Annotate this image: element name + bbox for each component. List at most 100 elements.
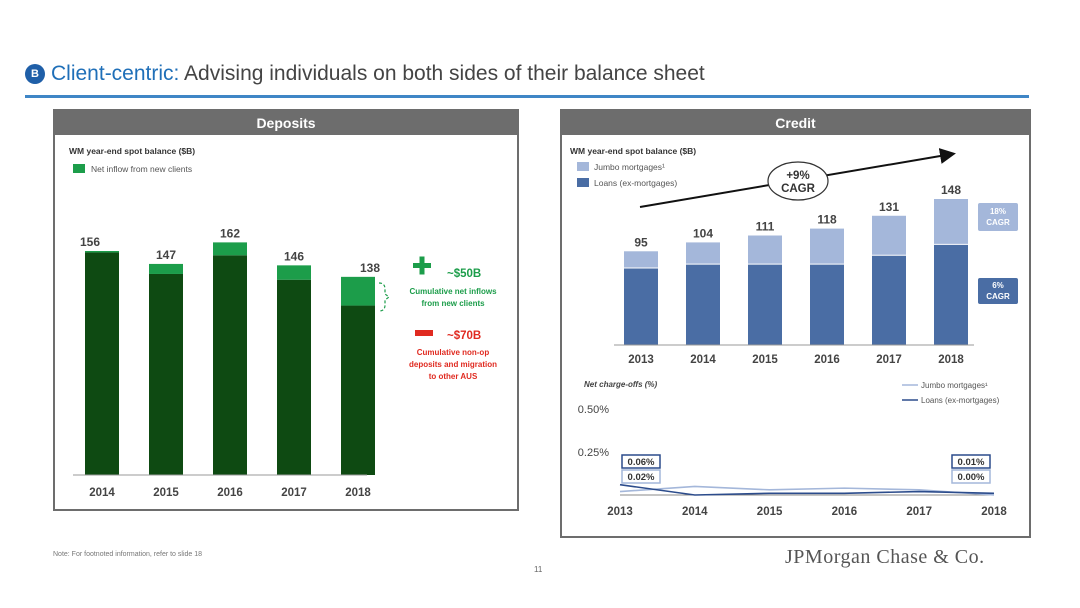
- credit-jumbo-bar-2017: [872, 215, 906, 256]
- deposits-legend-swatch: [73, 164, 85, 173]
- credit-jumbo-bar-2016: [810, 228, 844, 265]
- non-op-text-2: deposits and migration: [409, 360, 497, 369]
- deposit-inflow-bar-2015: [149, 263, 183, 274]
- deposit-x-label-2018: 2018: [345, 487, 371, 499]
- minus-icon: [415, 330, 433, 336]
- deposit-total-label-2018: 138: [360, 261, 380, 275]
- nco-start-jumbo-box: [621, 469, 661, 484]
- nco-x-label-2013: 2013: [607, 506, 633, 518]
- nco-end-jumbo: 0.00%: [958, 472, 985, 483]
- deposit-inflow-bar-2017: [277, 265, 311, 280]
- credit-loans-bar-2017: [872, 255, 906, 345]
- net-inflow-text-1: Cumulative net inflows: [409, 287, 497, 296]
- deposits-legend-label: Net inflow from new clients: [91, 164, 192, 174]
- nco-start-jumbo: 0.02%: [628, 472, 655, 483]
- credit-x-label-2015: 2015: [752, 354, 778, 366]
- non-op-text-3: to other AUS: [429, 372, 478, 381]
- jumbo-cagr-line2: CAGR: [986, 218, 1010, 227]
- plus-icon: [413, 256, 431, 275]
- deposit-base-bar-2014: [85, 252, 119, 475]
- nco-start-loans: 0.06%: [628, 457, 655, 468]
- loans-cagr-badge: [978, 278, 1018, 304]
- credit-total-label-2013: 95: [634, 235, 648, 249]
- deposit-total-label-2016: 162: [220, 226, 240, 240]
- cagr-main-line1: +9%: [786, 170, 809, 182]
- nco-start-loans-box: [621, 454, 661, 469]
- cagr-bubble: [767, 161, 829, 201]
- nco-ytick-025: 0.25%: [578, 447, 609, 459]
- deposit-base-bar-2016: [213, 255, 247, 475]
- nco-line-loans: [619, 483, 995, 496]
- loans-cagr-line1: 6%: [992, 281, 1004, 290]
- jumbo-cagr-line1: 18%: [990, 207, 1006, 216]
- credit-total-label-2016: 118: [817, 213, 837, 227]
- credit-x-label-2017: 2017: [876, 354, 902, 366]
- credit-jumbo-bar-2018: [934, 199, 968, 245]
- non-op-text-1: Cumulative non-op: [417, 348, 490, 357]
- deposits-chart: WM year-end spot balance ($B) Net inflow…: [69, 146, 497, 499]
- credit-x-label-2014: 2014: [690, 354, 716, 366]
- net-inflow-value: ~$50B: [447, 268, 481, 280]
- credit-jumbo-bar-2014: [686, 242, 720, 265]
- credit-chart: WM year-end spot balance ($B) Jumbo mort…: [570, 146, 1018, 518]
- deposit-x-label-2015: 2015: [153, 487, 179, 499]
- nco-x-label-2015: 2015: [757, 506, 783, 518]
- deposit-base-bar-2015: [149, 273, 183, 475]
- nco-x-label-2018: 2018: [981, 506, 1007, 518]
- credit-legend-loans-swatch: [577, 178, 589, 187]
- net-inflow-bracket: [378, 282, 390, 312]
- credit-total-label-2015: 111: [756, 220, 775, 234]
- nco-end-jumbo-box: [951, 469, 991, 484]
- footnote: Note: For footnoted information, refer t…: [53, 551, 203, 558]
- credit-loans-bar-2014: [686, 264, 720, 345]
- credit-loans-bar-2013: [624, 268, 658, 345]
- nco-x-label-2016: 2016: [832, 506, 858, 518]
- credit-total-label-2014: 104: [693, 226, 713, 240]
- deposit-inflow-bar-2016: [213, 242, 247, 256]
- title-divider: [25, 95, 1029, 98]
- nco-end-loans: 0.01%: [958, 457, 985, 468]
- deposit-x-label-2017: 2017: [281, 487, 307, 499]
- net-inflow-text-2: from new clients: [421, 299, 485, 308]
- nco-legend-jumbo: Jumbo mortgages¹: [921, 381, 988, 390]
- nco-x-label-2014: 2014: [682, 506, 708, 518]
- credit-panel-title: Credit: [562, 111, 1029, 135]
- cagr-main-line2: CAGR: [781, 183, 816, 195]
- credit-total-label-2018: 148: [941, 183, 961, 197]
- deposit-total-label-2014: 156: [80, 235, 100, 249]
- credit-total-label-2017: 131: [879, 200, 899, 214]
- credit-loans-bar-2016: [810, 264, 844, 345]
- nco-legend-loans: Loans (ex-mortgages): [921, 396, 1000, 405]
- credit-panel: Credit WM year-end spot balance ($B) Jum…: [560, 109, 1031, 538]
- deposit-total-label-2017: 146: [284, 249, 304, 263]
- nco-ytick-050: 0.50%: [578, 404, 609, 416]
- credit-x-label-2018: 2018: [938, 354, 964, 366]
- credit-x-label-2016: 2016: [814, 354, 840, 366]
- page-title: Client-centric: Advising individuals on …: [51, 62, 705, 86]
- jumbo-cagr-badge: [978, 203, 1018, 231]
- deposit-base-bar-2017: [277, 279, 311, 475]
- credit-subtitle: WM year-end spot balance ($B): [570, 146, 696, 156]
- credit-legend-jumbo-swatch: [577, 162, 589, 171]
- loans-cagr-line2: CAGR: [986, 292, 1010, 301]
- deposits-subtitle: WM year-end spot balance ($B): [69, 146, 195, 156]
- credit-legend-loans: Loans (ex-mortgages): [594, 178, 677, 188]
- deposits-panel: Deposits WM year-end spot balance ($B) N…: [53, 109, 519, 511]
- deposits-panel-title: Deposits: [55, 111, 517, 135]
- nco-line-jumbo: [619, 485, 995, 496]
- deposit-inflow-bar-2018: [341, 276, 375, 306]
- section-badge: B: [25, 64, 45, 84]
- deposit-x-label-2014: 2014: [89, 487, 115, 499]
- credit-legend-jumbo: Jumbo mortgages¹: [594, 162, 665, 172]
- deposit-inflow-bar-2014: [85, 251, 119, 253]
- page-title-rest: Advising individuals on both sides of th…: [179, 62, 705, 85]
- page-title-accent: Client-centric:: [51, 62, 180, 85]
- credit-jumbo-bar-2013: [624, 251, 658, 269]
- page-number: 11: [534, 565, 543, 574]
- nco-end-loans-box: [951, 454, 991, 469]
- credit-x-label-2013: 2013: [628, 354, 654, 366]
- nco-title: Net charge-offs (%): [584, 380, 658, 389]
- deposit-total-label-2015: 147: [156, 248, 176, 262]
- credit-loans-bar-2015: [748, 264, 782, 345]
- nco-x-label-2017: 2017: [906, 506, 932, 518]
